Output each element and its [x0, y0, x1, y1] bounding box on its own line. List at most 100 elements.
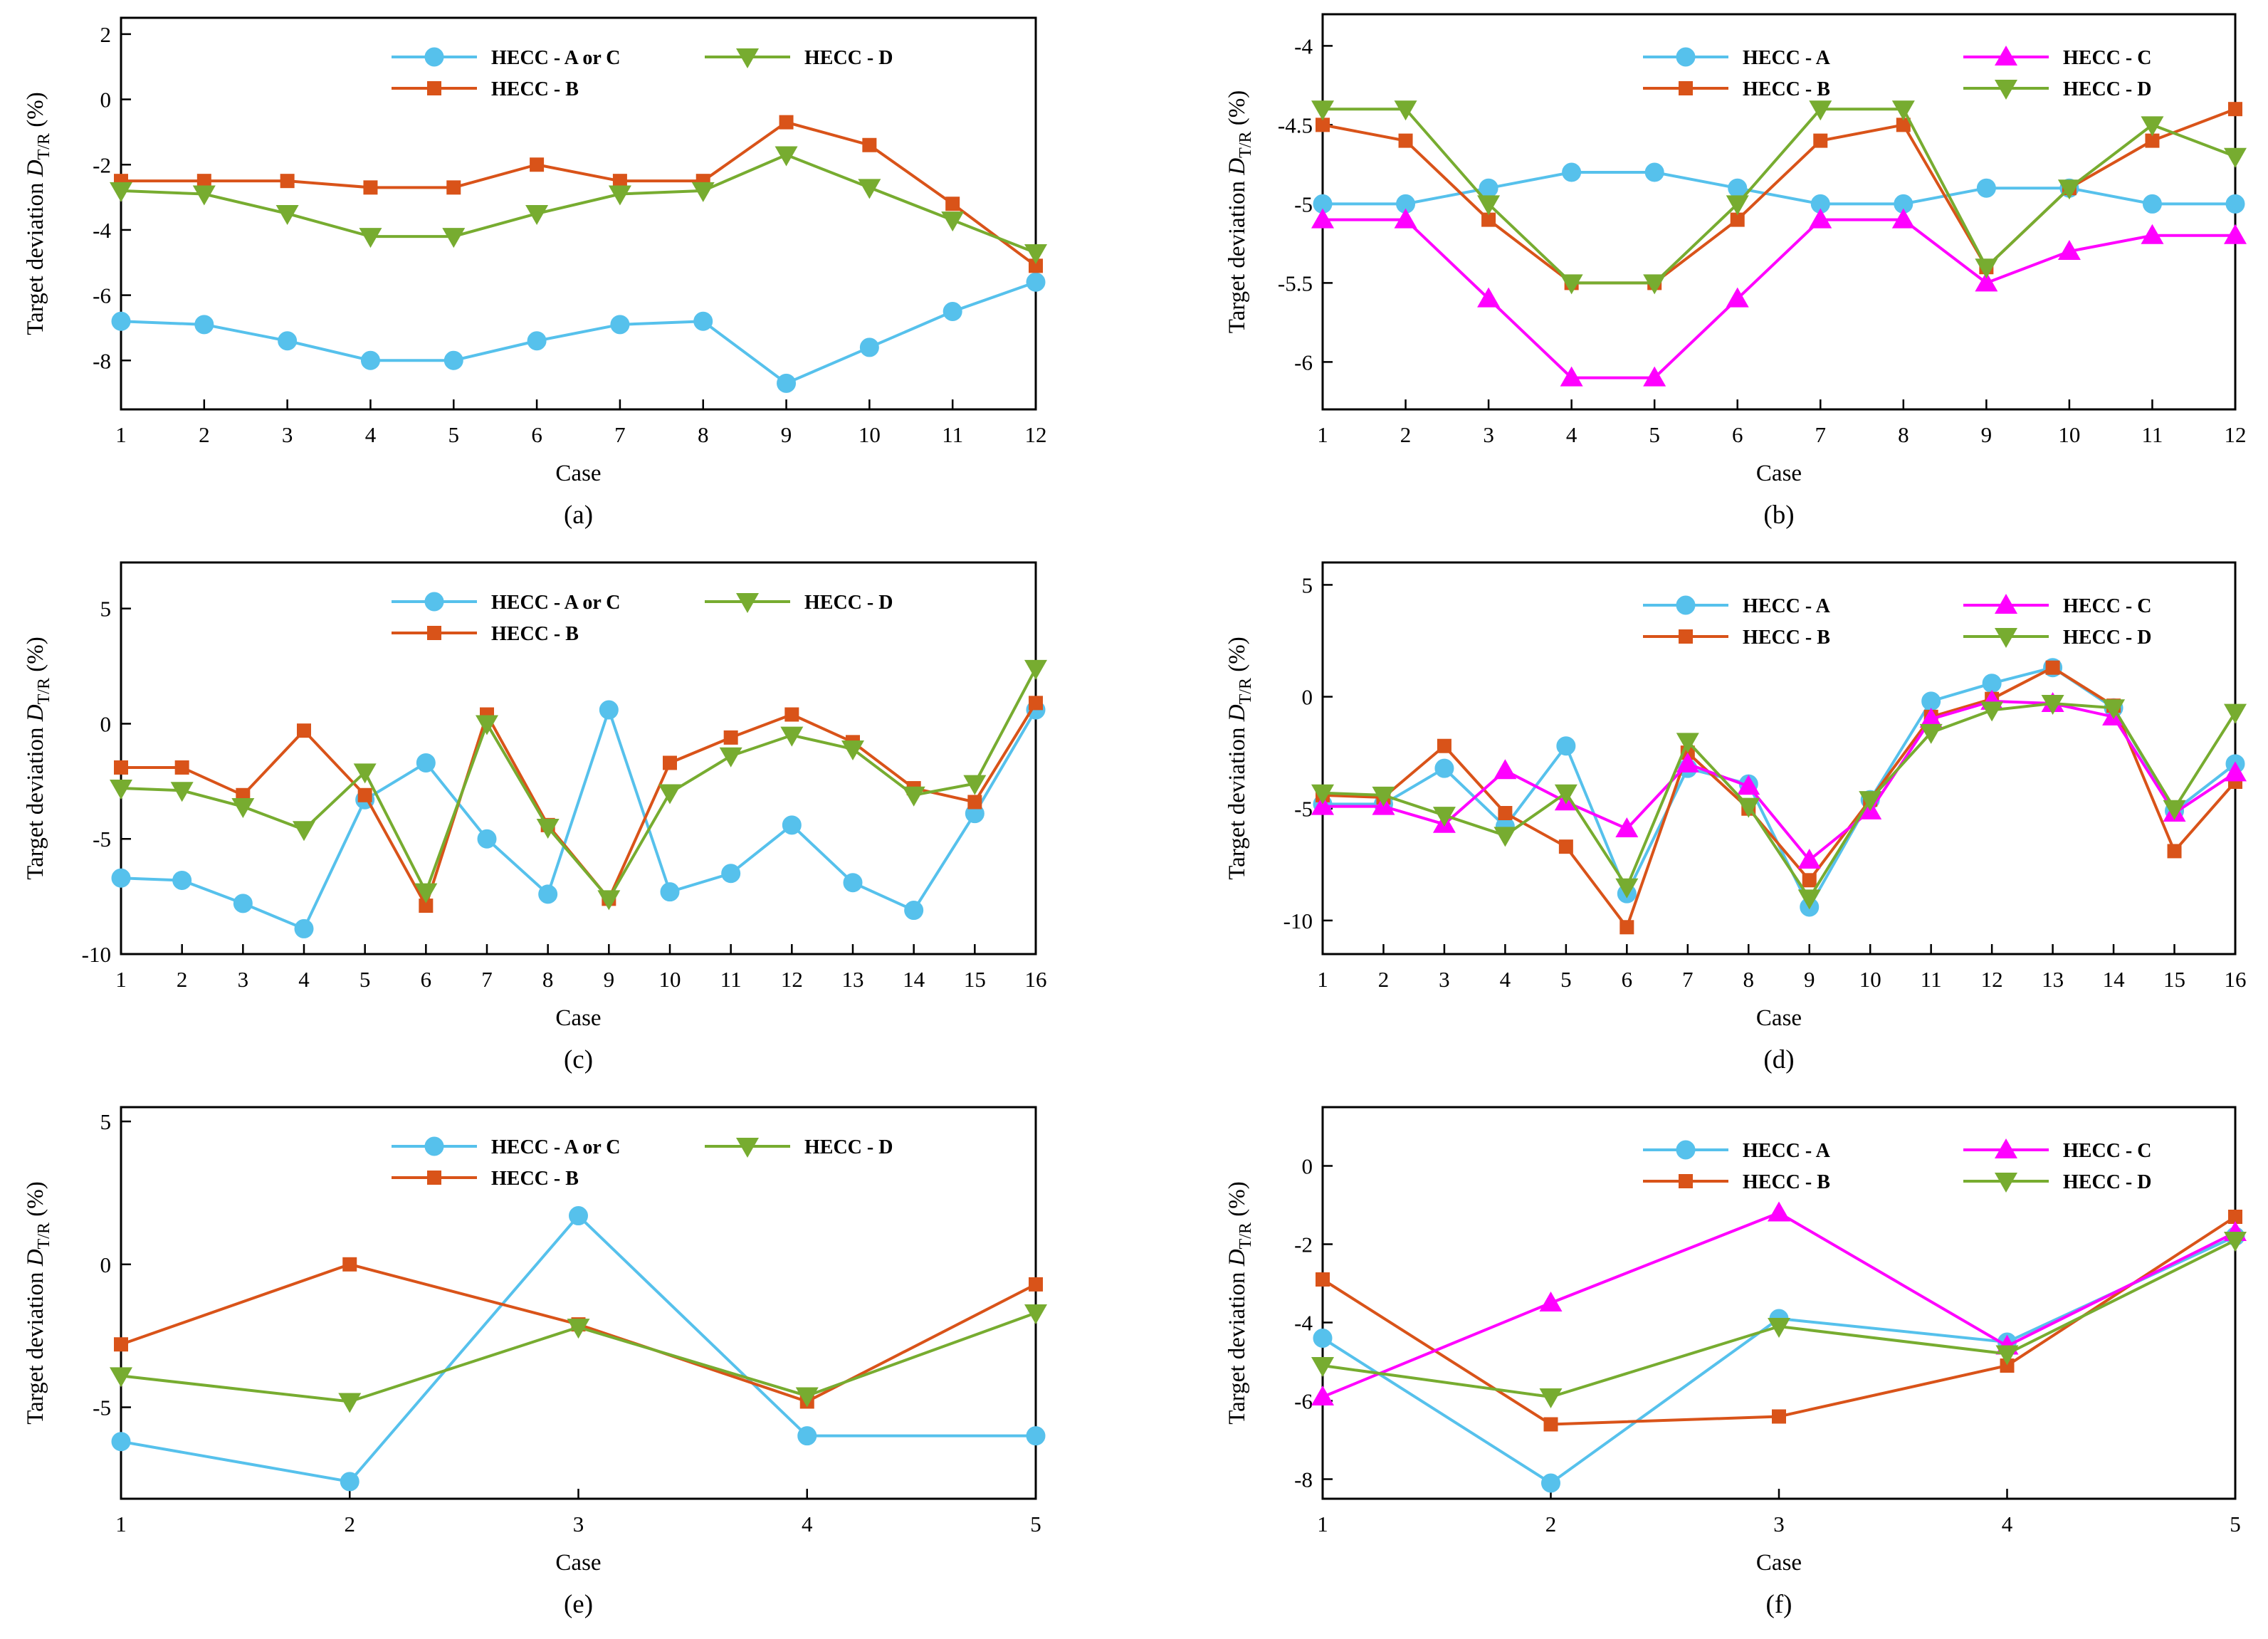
series-line-A — [1323, 171, 2235, 206]
x-tick-label: 9 — [1804, 967, 1815, 992]
x-tick-label: 10 — [1859, 967, 1881, 992]
series-line-A — [120, 1213, 1036, 1484]
plot-frame — [120, 1106, 1037, 1500]
data-point-A — [233, 894, 253, 913]
data-point-B — [280, 174, 295, 189]
x-tick-label: 8 — [1898, 422, 1909, 447]
x-tick-label: 9 — [1981, 422, 1993, 447]
data-point-D — [1859, 791, 1882, 812]
legend-marker-B — [1679, 1174, 1693, 1188]
data-point-D — [192, 185, 216, 206]
data-point-D — [941, 211, 965, 232]
legend: HECC - A or C HECC - D HECC - B — [392, 47, 893, 100]
y-tick-label: -8 — [93, 348, 111, 373]
data-point-B — [446, 180, 461, 195]
data-point-C — [2224, 224, 2247, 244]
x-tick-label: 12 — [781, 967, 803, 992]
x-tick-label: 3 — [282, 422, 293, 447]
data-point-A — [2142, 194, 2162, 214]
x-tick-label: 16 — [2225, 967, 2247, 992]
legend-marker-A — [1676, 47, 1696, 67]
data-point-A — [294, 918, 314, 938]
data-point-D — [2057, 179, 2081, 200]
x-tick-label: 2 — [345, 1512, 356, 1536]
data-point-A — [477, 829, 497, 849]
y-axis-title: Target deviation DT/R (%) — [1224, 637, 1255, 879]
data-point-D — [780, 726, 804, 747]
x-tick-label: 4 — [1500, 967, 1511, 992]
data-point-B — [530, 157, 545, 172]
data-point-B — [114, 1337, 128, 1352]
data-point-B — [663, 755, 677, 770]
data-point-D — [1024, 1304, 1047, 1325]
data-point-A — [1921, 691, 1941, 711]
x-tick-label: 1 — [115, 967, 127, 992]
data-point-D — [293, 821, 315, 842]
data-point-C — [1394, 208, 1417, 229]
x-tick-label: 12 — [2225, 422, 2247, 447]
data-point-D — [2224, 703, 2247, 724]
y-tick-label: -5 — [1294, 797, 1313, 822]
legend-marker-D — [1995, 80, 2017, 100]
data-point-B — [174, 760, 189, 775]
legend-marker-D — [1995, 1173, 2017, 1193]
series-line-D — [120, 667, 1037, 901]
data-point-B — [357, 787, 372, 802]
series-line-D — [120, 153, 1036, 254]
x-tick-label: 5 — [2230, 1512, 2241, 1536]
y-tick-label: 0 — [100, 1252, 112, 1277]
plot-frame — [1321, 1106, 2237, 1500]
data-point-A — [1313, 1329, 1333, 1348]
x-tick-label: 5 — [1560, 967, 1572, 992]
data-point-A — [797, 1426, 817, 1446]
data-point-D — [525, 205, 549, 225]
series-line-C — [1323, 218, 2235, 379]
legend-label-A: HECC - A — [1743, 47, 1831, 69]
data-point-D — [963, 775, 987, 795]
data-point-D — [1737, 797, 1760, 818]
x-tick-label: 14 — [2103, 967, 2126, 992]
data-point-A — [527, 331, 547, 351]
y-tick-label: -2 — [1294, 1232, 1313, 1257]
series-line-D — [1322, 701, 2237, 901]
data-point-C — [1311, 1386, 1334, 1405]
y-tick-label: 5 — [100, 597, 112, 622]
data-point-B — [1316, 117, 1330, 132]
x-tick-label: 1 — [1317, 967, 1328, 992]
data-point-B — [1029, 1277, 1043, 1292]
data-point-D — [1995, 1345, 2019, 1366]
data-point-C — [1643, 366, 1666, 387]
legend-label-B: HECC - B — [1743, 627, 1830, 649]
legend-marker-A — [424, 592, 444, 612]
data-point-D — [658, 784, 681, 805]
data-point-D — [1919, 723, 1943, 744]
legend-label-C: HECC - C — [2063, 1140, 2151, 1162]
y-tick-label: 2 — [100, 22, 112, 47]
data-point-A — [360, 350, 380, 370]
data-point-D — [902, 786, 925, 807]
data-point-D — [719, 747, 742, 768]
data-point-A — [1976, 178, 1996, 198]
y-axis-title: Target deviation DT/R (%) — [1224, 1181, 1255, 1424]
y-tick-label: 0 — [100, 88, 112, 112]
legend: HECC - A HECC - C HECC - B HECC - D — [1643, 46, 2151, 100]
data-point-D — [1372, 786, 1395, 807]
data-point-A — [443, 350, 463, 370]
plot-frame — [1321, 13, 2237, 411]
y-tick-label: -5 — [1294, 192, 1313, 216]
legend-marker-D — [736, 48, 759, 68]
data-point-D — [1615, 878, 1639, 899]
x-tick-label: 6 — [531, 422, 542, 447]
y-tick-label: 0 — [1302, 685, 1313, 710]
data-point-D — [1891, 100, 1915, 121]
data-point-B — [967, 795, 982, 810]
data-point-B — [419, 899, 434, 913]
x-tick-label: 4 — [1566, 422, 1577, 447]
x-tick-label: 6 — [1622, 967, 1633, 992]
data-point-B — [723, 730, 738, 745]
data-point-D — [1726, 195, 1749, 216]
legend-marker-B — [1679, 629, 1693, 644]
x-axis-title: Case — [555, 461, 601, 486]
data-point-D — [608, 185, 631, 206]
x-tick-label: 4 — [298, 967, 310, 992]
